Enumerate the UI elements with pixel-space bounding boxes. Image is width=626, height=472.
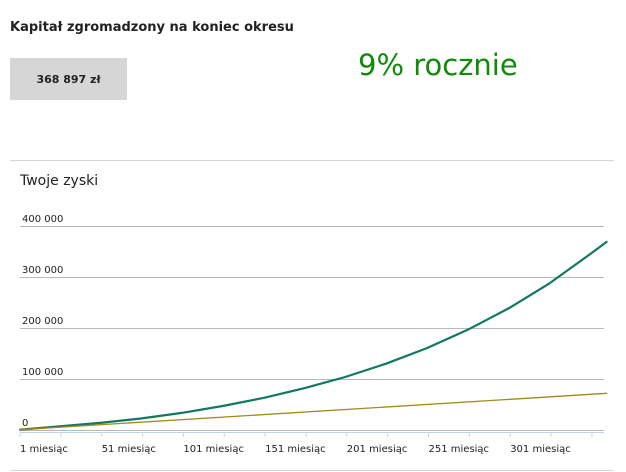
capital-value-box: 368 897 zł (10, 58, 127, 100)
series-line-deposits (19, 392, 608, 431)
x-tick-label: 101 miesiąc (183, 444, 244, 455)
y-tick-label: 0 (22, 418, 28, 429)
y-tick-label: 200 000 (22, 316, 63, 327)
annual-rate-label: 9% rocznie (358, 48, 518, 82)
x-tick-label: 251 miesiąc (429, 444, 490, 455)
x-tick-label: 201 miesiąc (347, 444, 408, 455)
y-tick-label: 400 000 (22, 214, 63, 225)
x-tick-label: 1 miesiąc (20, 444, 68, 455)
capital-title: Kapitał zgromadzony na koniec okresu (10, 20, 294, 35)
series-line-capital (18, 240, 608, 431)
x-tick-label: 151 miesiąc (265, 444, 326, 455)
y-tick-label: 100 000 (22, 367, 63, 378)
section-divider-bottom (10, 470, 614, 471)
y-tick-label: 300 000 (22, 265, 63, 276)
x-tick-label: 301 miesiąc (510, 444, 571, 455)
x-tick-label: 51 miesiąc (102, 444, 156, 455)
chart-title: Twoje zyski (20, 173, 99, 189)
section-divider-top (10, 160, 614, 161)
capital-value: 368 897 zł (36, 72, 101, 86)
